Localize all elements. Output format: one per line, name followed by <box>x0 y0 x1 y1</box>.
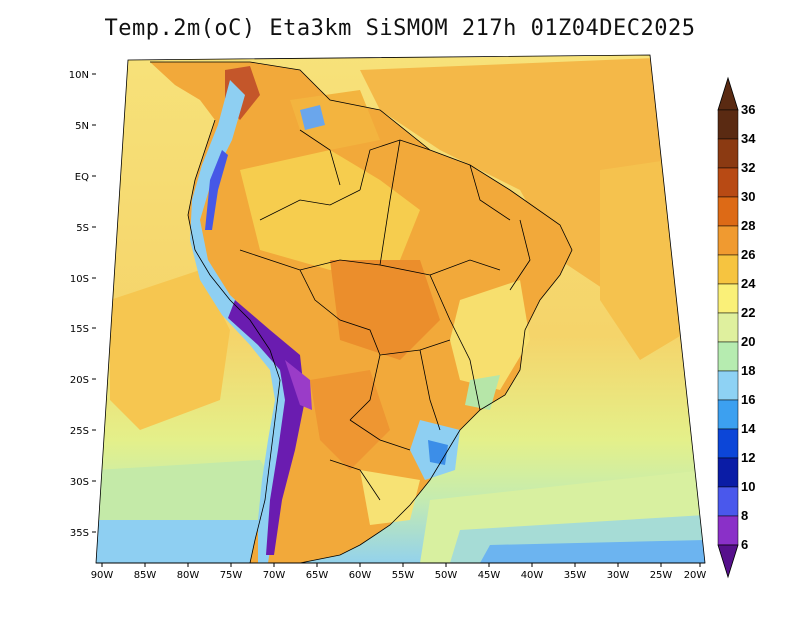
colorbar-segment <box>717 283 739 314</box>
colorbar-segment <box>717 370 739 401</box>
colorbar-segment <box>717 138 739 169</box>
map-field <box>96 55 705 563</box>
colorbar-bottom-arrow <box>717 544 739 579</box>
colorbar-label: 18 <box>741 363 755 378</box>
colorbar-label: 6 <box>741 537 748 552</box>
colorbar-segment <box>717 196 739 227</box>
colorbar-label: 14 <box>741 421 756 436</box>
colorbar-label: 10 <box>741 479 755 494</box>
lon-label: 50W <box>435 570 458 581</box>
lon-label: 70W <box>263 570 286 581</box>
lat-label: EQ <box>75 172 89 183</box>
colorbar-segment <box>717 515 739 546</box>
lat-label: 15S <box>70 324 89 335</box>
colorbar-segment <box>717 225 739 256</box>
lon-label: 55W <box>392 570 415 581</box>
colorbar-label: 26 <box>741 247 755 262</box>
colorbar-label: 22 <box>741 305 755 320</box>
lon-label: 30W <box>607 570 630 581</box>
lat-label: 10N <box>69 70 89 81</box>
lat-label: 5N <box>75 121 89 132</box>
lon-label: 45W <box>478 570 501 581</box>
colorbar-segment <box>717 109 739 140</box>
longitude-axis: 90W 85W 80W 75W 70W 65W 60W 55W 50W 45W … <box>91 562 707 581</box>
colorbar-label: 36 <box>741 102 755 117</box>
colorbar-label: 28 <box>741 218 755 233</box>
lat-label: 20S <box>70 375 89 386</box>
colorbar-label: 30 <box>741 189 755 204</box>
colorbar: 36 34 32 30 28 26 24 22 20 18 16 14 12 1… <box>717 76 756 579</box>
colorbar-segment <box>717 312 739 343</box>
lon-label: 75W <box>220 570 243 581</box>
map-title: Temp.2m(oC) Eta3km SiSMOM 217h 01Z04DEC2… <box>104 16 696 41</box>
colorbar-segment <box>717 399 739 430</box>
lon-label: 80W <box>177 570 200 581</box>
lat-label: 10S <box>70 274 89 285</box>
colorbar-label: 8 <box>741 508 748 523</box>
colorbar-label: 16 <box>741 392 755 407</box>
lat-label: 30S <box>70 477 89 488</box>
lat-label: 35S <box>70 528 89 539</box>
colorbar-top-arrow <box>717 76 739 111</box>
lon-label: 35W <box>564 570 587 581</box>
colorbar-segment <box>717 457 739 488</box>
latitude-axis: 10N 5N EQ 5S 10S 15S 20S 25S 30S 35S <box>69 70 96 539</box>
country-borders <box>150 61 573 563</box>
lon-label: 60W <box>349 570 372 581</box>
lon-label: 90W <box>91 570 114 581</box>
colorbar-label: 12 <box>741 450 755 465</box>
colorbar-label: 20 <box>741 334 755 349</box>
lon-label: 20W <box>684 570 707 581</box>
colorbar-segment <box>717 341 739 372</box>
lon-label: 25W <box>650 570 673 581</box>
lon-label: 40W <box>521 570 544 581</box>
lon-label: 65W <box>306 570 329 581</box>
colorbar-segment <box>717 167 739 198</box>
colorbar-segment <box>717 486 739 517</box>
colorbar-segment <box>717 254 739 285</box>
colorbar-label: 34 <box>741 131 756 146</box>
colorbar-segment <box>717 428 739 459</box>
lat-label: 5S <box>76 223 89 234</box>
colorbar-label: 24 <box>741 276 756 291</box>
lon-label: 85W <box>134 570 157 581</box>
lat-label: 25S <box>70 426 89 437</box>
colorbar-label: 32 <box>741 160 755 175</box>
